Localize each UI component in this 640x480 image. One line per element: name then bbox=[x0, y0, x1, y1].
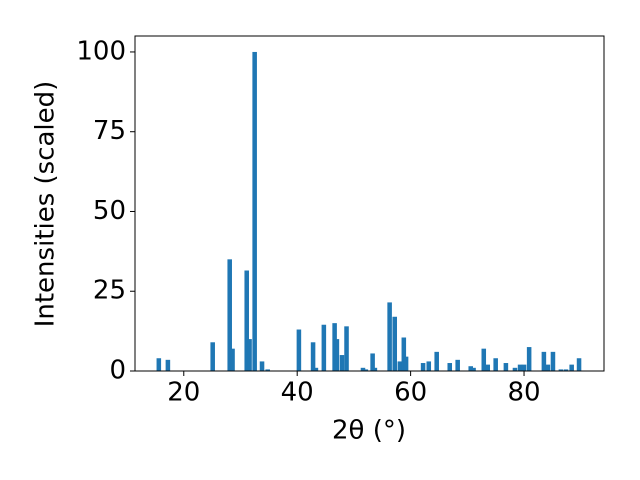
plot-frame bbox=[134, 35, 605, 372]
bar bbox=[512, 367, 518, 371]
bar bbox=[403, 356, 409, 371]
bar bbox=[420, 363, 426, 371]
bar bbox=[247, 339, 252, 371]
bar bbox=[313, 367, 319, 371]
x-tick-label: 20 bbox=[167, 378, 200, 408]
bar bbox=[392, 316, 398, 371]
bar bbox=[485, 364, 491, 371]
bar bbox=[517, 364, 523, 371]
bar bbox=[521, 364, 527, 371]
bar bbox=[526, 347, 532, 371]
bar bbox=[576, 358, 582, 371]
x-tick-label: 40 bbox=[281, 378, 314, 408]
bar bbox=[339, 355, 345, 371]
bar bbox=[332, 323, 337, 371]
bar bbox=[334, 339, 340, 371]
bar bbox=[252, 51, 257, 371]
bar bbox=[426, 361, 432, 371]
bar bbox=[447, 363, 453, 371]
y-tick-label: 75 bbox=[93, 116, 126, 146]
bar bbox=[227, 259, 232, 371]
bar bbox=[493, 358, 498, 371]
bar bbox=[563, 369, 569, 371]
bar bbox=[156, 358, 162, 371]
bar bbox=[230, 348, 235, 371]
bar bbox=[434, 351, 439, 371]
bar bbox=[387, 302, 392, 371]
bar bbox=[503, 363, 509, 371]
bar bbox=[569, 364, 574, 371]
bar bbox=[471, 367, 476, 371]
bar bbox=[481, 348, 487, 371]
bar bbox=[165, 359, 171, 371]
bar bbox=[558, 369, 564, 371]
bar bbox=[455, 359, 460, 371]
bar bbox=[259, 361, 265, 371]
y-tick-label: 100 bbox=[76, 36, 126, 66]
bar bbox=[321, 324, 327, 371]
bar bbox=[401, 337, 407, 371]
y-tick-label: 0 bbox=[109, 356, 126, 386]
x-tick-label: 80 bbox=[507, 378, 540, 408]
bar bbox=[360, 367, 366, 371]
bar bbox=[244, 270, 249, 371]
bar bbox=[210, 342, 215, 371]
y-tick-label: 50 bbox=[93, 196, 126, 226]
y-axis-label: Intensities (scaled) bbox=[31, 81, 61, 328]
x-axis-label: 2θ (°) bbox=[332, 416, 406, 446]
y-tick-label: 25 bbox=[93, 276, 126, 306]
bar bbox=[265, 369, 270, 371]
bar bbox=[372, 367, 378, 371]
x-tick-label: 60 bbox=[394, 378, 427, 408]
bar bbox=[468, 366, 473, 371]
bar bbox=[545, 364, 551, 371]
bar bbox=[397, 361, 403, 371]
bar bbox=[541, 351, 547, 371]
bar bbox=[363, 369, 369, 371]
bar bbox=[310, 342, 316, 371]
bar bbox=[296, 329, 302, 371]
bar bbox=[370, 353, 375, 371]
bar bbox=[344, 326, 349, 371]
bar bbox=[550, 351, 556, 371]
